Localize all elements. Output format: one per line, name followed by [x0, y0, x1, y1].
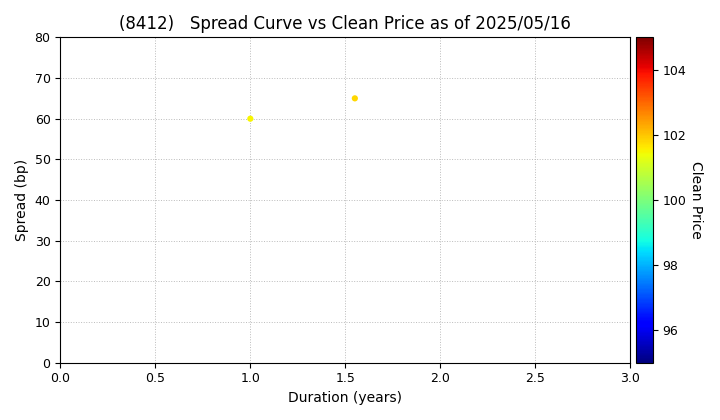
Y-axis label: Clean Price: Clean Price: [689, 161, 703, 239]
X-axis label: Duration (years): Duration (years): [288, 391, 402, 405]
Y-axis label: Spread (bp): Spread (bp): [15, 159, 29, 241]
Title: (8412)   Spread Curve vs Clean Price as of 2025/05/16: (8412) Spread Curve vs Clean Price as of…: [120, 15, 571, 33]
Point: [349, 95, 361, 102]
Point: [245, 116, 256, 122]
